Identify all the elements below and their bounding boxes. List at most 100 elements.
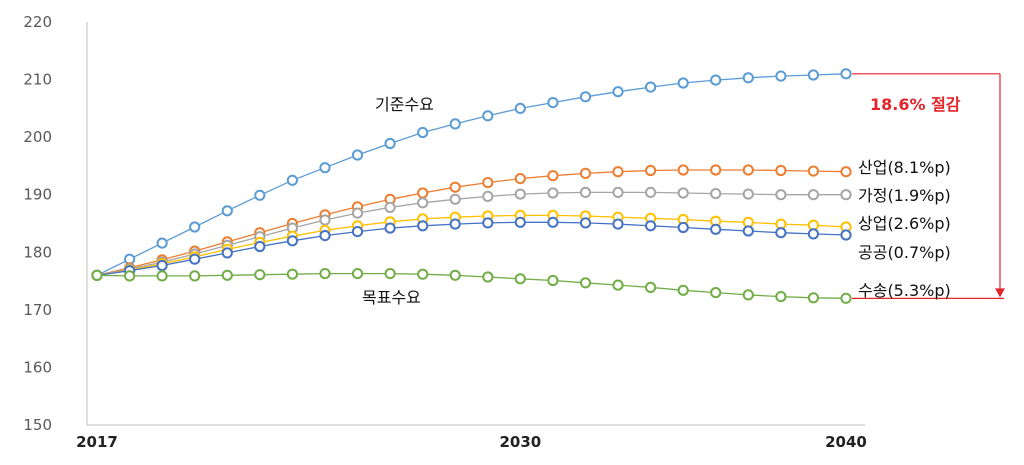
- data-point: [384, 137, 396, 150]
- data-point: [417, 187, 429, 199]
- end-label-household: 가정(1.9%p): [858, 186, 951, 205]
- data-point: [612, 279, 624, 291]
- series-group: [91, 164, 852, 281]
- data-point: [221, 247, 233, 259]
- data-point: [645, 164, 657, 177]
- data-point: [645, 281, 657, 293]
- data-point: [319, 230, 331, 242]
- data-point: [156, 270, 168, 282]
- series-line: [96, 191, 846, 276]
- data-point: [742, 225, 754, 237]
- x-tick-label: 2030: [499, 433, 541, 451]
- data-point: [579, 186, 592, 198]
- data-point: [612, 166, 624, 178]
- data-point: [286, 235, 298, 247]
- data-point: [547, 274, 559, 287]
- data-point: [514, 173, 526, 185]
- data-point: [221, 205, 233, 217]
- data-point: [742, 164, 754, 176]
- data-point: [807, 228, 820, 240]
- data-point: [612, 218, 624, 230]
- data-point: [482, 217, 494, 229]
- data-point: [351, 149, 364, 161]
- series-group: [91, 216, 852, 281]
- data-point: [579, 277, 592, 289]
- data-point: [514, 216, 526, 228]
- data-point: [775, 164, 787, 177]
- y-tick-label: 180: [23, 243, 52, 261]
- data-point: [840, 292, 852, 304]
- data-point: [645, 81, 657, 93]
- data-point: [645, 186, 657, 198]
- data-point: [840, 68, 852, 80]
- data-point: [384, 268, 396, 280]
- y-tick-label: 170: [23, 301, 52, 319]
- data-point: [417, 126, 429, 139]
- data-point: [319, 162, 331, 174]
- series-line: [96, 272, 847, 299]
- data-point: [384, 201, 396, 213]
- data-point: [742, 72, 754, 84]
- y-axis: 150 160 170 180 190 200 210 220: [23, 13, 88, 434]
- data-point: [156, 259, 168, 272]
- data-point: [677, 284, 689, 296]
- end-label-industry: 산업(8.1%p): [858, 158, 951, 177]
- data-point: [840, 189, 852, 201]
- data-point: [417, 268, 429, 280]
- data-point: [351, 268, 364, 280]
- y-tick-label: 210: [23, 71, 52, 89]
- series-group: [91, 186, 852, 281]
- data-point: [384, 222, 396, 234]
- data-point: [612, 86, 624, 98]
- data-point: [579, 167, 592, 179]
- end-label-commercial: 상업(2.6%p): [858, 214, 951, 233]
- data-point: [807, 189, 820, 201]
- data-point: [677, 221, 689, 234]
- data-point: [514, 188, 526, 200]
- y-tick-label: 160: [23, 358, 52, 376]
- data-point: [91, 269, 103, 281]
- series-layer: [91, 68, 852, 304]
- data-point: [514, 102, 526, 115]
- series-group: [91, 68, 852, 281]
- data-point: [710, 164, 722, 176]
- baseline-demand-label: 기준수요: [375, 95, 434, 114]
- end-label-public: 공공(0.7%p): [858, 243, 951, 262]
- data-point: [677, 77, 689, 89]
- data-point: [286, 174, 298, 186]
- data-point: [807, 292, 820, 304]
- data-point: [579, 91, 592, 103]
- data-point: [579, 217, 592, 229]
- reduction-bracket: [852, 73, 1005, 299]
- data-point: [710, 287, 722, 299]
- y-tick-label: 200: [23, 128, 52, 146]
- y-tick-label: 220: [23, 13, 52, 31]
- data-point: [775, 227, 787, 239]
- data-point: [449, 218, 461, 230]
- data-point: [319, 268, 331, 280]
- x-axis: 2017 2030 2040: [76, 424, 867, 451]
- series-group: [91, 268, 852, 304]
- data-point: [710, 223, 722, 235]
- data-point: [417, 197, 429, 209]
- data-point: [840, 229, 852, 241]
- data-point: [482, 110, 494, 122]
- data-point: [775, 70, 787, 82]
- data-point: [742, 188, 754, 200]
- data-point: [189, 221, 201, 233]
- data-point: [351, 226, 364, 238]
- data-point: [449, 181, 461, 193]
- data-point: [482, 177, 494, 189]
- data-point: [547, 216, 559, 228]
- data-point: [221, 269, 233, 281]
- data-point: [742, 289, 754, 301]
- reduction-arrow-head: [995, 288, 1005, 298]
- data-point: [710, 74, 722, 86]
- data-point: [351, 207, 364, 219]
- series-line: [96, 214, 847, 276]
- data-point: [547, 187, 559, 199]
- reduction-label: 18.6% 절감: [870, 95, 961, 114]
- data-point: [449, 118, 461, 130]
- data-point: [547, 97, 559, 109]
